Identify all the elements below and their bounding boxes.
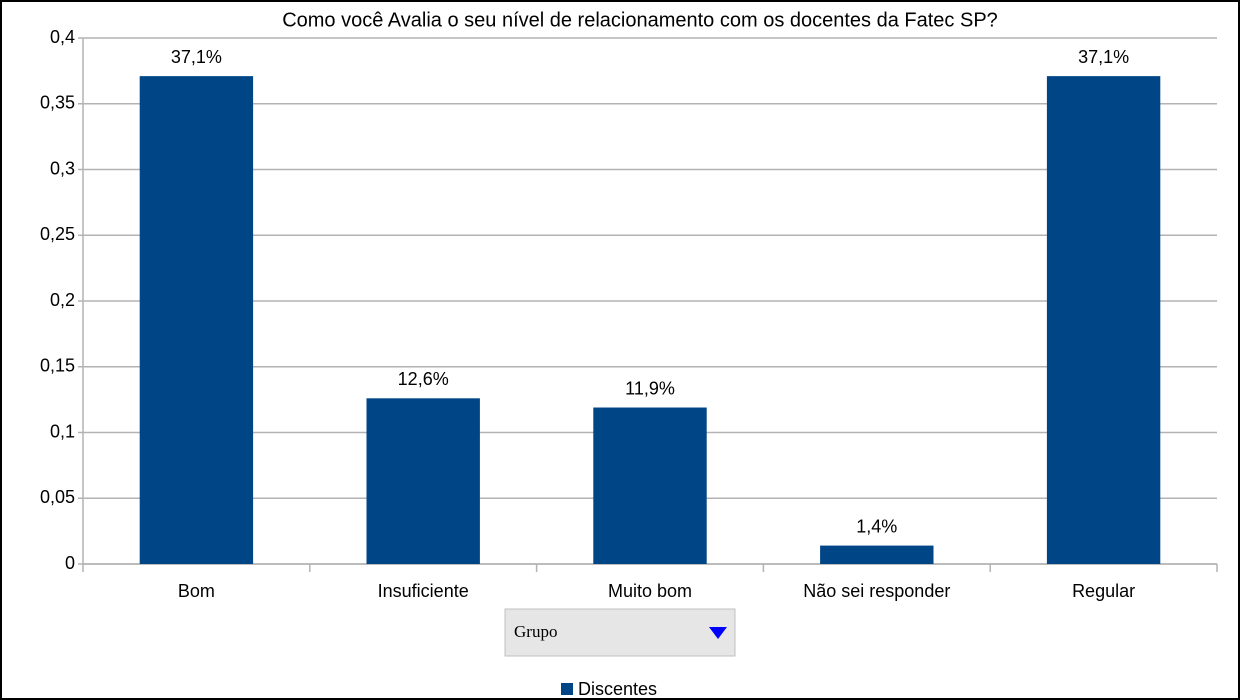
data-label: 37,1%	[171, 47, 222, 67]
bar	[139, 76, 254, 564]
y-tick-label: 0,2	[50, 290, 75, 310]
x-tick-label: Bom	[178, 581, 215, 601]
x-tick-label: Regular	[1072, 581, 1135, 601]
field-button[interactable]: Grupo	[504, 608, 736, 657]
bar	[593, 407, 707, 564]
y-tick-label: 0,1	[50, 421, 75, 441]
legend-label: Discentes	[578, 679, 657, 699]
y-tick-label: 0	[65, 553, 75, 573]
bar	[820, 545, 934, 564]
data-label: 37,1%	[1078, 47, 1129, 67]
y-tick-label: 0,15	[40, 356, 75, 376]
x-tick-label: Insuficiente	[378, 581, 469, 601]
data-label: 11,9%	[625, 378, 675, 398]
x-tick-label: Não sei responder	[803, 581, 950, 601]
data-label: 12,6%	[398, 369, 449, 389]
bar	[1046, 76, 1161, 564]
dropdown[interactable]	[504, 608, 736, 657]
dropdown-arrow[interactable]	[709, 627, 727, 639]
y-tick-label: 0,35	[40, 93, 75, 113]
y-tick-label: 0,4	[50, 27, 75, 47]
chart-title: Como você Avalia o seu nível de relacion…	[282, 9, 998, 31]
x-tick-label: Muito bom	[608, 581, 692, 601]
data-label: 1,4%	[856, 516, 897, 536]
bar	[366, 398, 480, 564]
y-tick-label: 0,25	[40, 224, 75, 244]
dropdown-label[interactable]: Grupo	[514, 622, 557, 641]
legend-swatch	[561, 683, 573, 695]
y-tick-label: 0,3	[50, 158, 75, 178]
y-tick-label: 0,05	[40, 487, 75, 507]
